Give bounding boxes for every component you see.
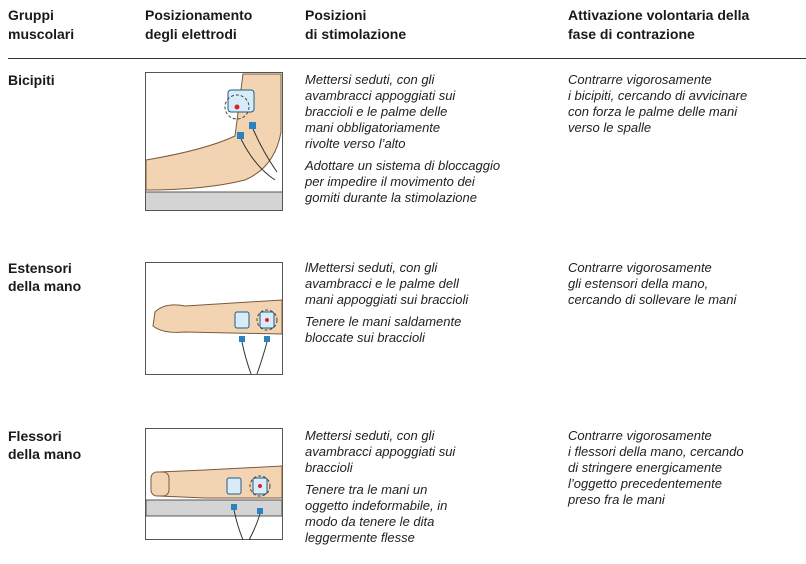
flexors-illustration <box>145 428 283 540</box>
activation-line: con forza le palme delle mani <box>568 104 738 119</box>
position-line: bloccate sui braccioli <box>305 330 425 345</box>
header-line: Posizionamento <box>145 7 253 23</box>
activation-line: Contrarre vigorosamente <box>568 72 712 87</box>
position-paragraph: lMettersi seduti, con gli avambracci e le… <box>305 260 468 308</box>
muscle-group: Bicipiti <box>8 71 55 89</box>
voluntary-activation: Contrarre vigorosamente i flessori della … <box>568 428 744 508</box>
position-line: gomiti durante la stimolazione <box>305 190 477 205</box>
header-line: fase di contrazione <box>568 26 695 42</box>
activation-line: preso fra le mani <box>568 492 665 507</box>
stimulation-positions: Mettersi seduti, con gli avambracci appog… <box>305 72 500 212</box>
biceps-illustration <box>145 72 283 211</box>
activation-line: gli estensori della mano, <box>568 276 709 291</box>
activation-line: cercando di sollevare le mani <box>568 292 737 307</box>
header-line: muscolari <box>8 26 75 42</box>
header-line: Gruppi <box>8 7 54 23</box>
position-line: per impedire il movimento dei <box>305 174 475 189</box>
activation-line: Contrarre vigorosamente <box>568 428 712 443</box>
header-line: di stimolazione <box>305 26 407 42</box>
position-line: modo da tenere le dita <box>305 514 435 529</box>
stimulation-positions: Mettersi seduti, con gli avambracci appog… <box>305 428 455 552</box>
header-cell: Gruppi muscolari <box>8 6 74 44</box>
header-line: Posizioni <box>305 7 367 23</box>
position-line: braccioli <box>305 460 353 475</box>
position-line: avambracci appoggiati sui <box>305 444 456 459</box>
position-line: avambracci appoggiati sui <box>305 88 456 103</box>
position-line: rivolte verso l’alto <box>305 136 406 151</box>
group-line: della mano <box>8 278 82 294</box>
group-line: Flessori <box>8 428 62 444</box>
muscle-group: Flessori della mano <box>8 427 81 463</box>
position-line: oggetto indeformabile, in <box>305 498 448 513</box>
position-line: Mettersi seduti, con gli <box>305 72 435 87</box>
position-paragraph: Adottare un sistema di bloccaggio per imp… <box>305 158 500 206</box>
position-line: avambracci e le palme dell <box>305 276 459 291</box>
position-paragraph: Mettersi seduti, con gli avambracci appog… <box>305 428 455 476</box>
position-line: Adottare un sistema di bloccaggio <box>305 158 501 173</box>
header-rule <box>8 58 806 59</box>
position-line: leggermente flesse <box>305 530 415 545</box>
position-paragraph: Tenere le mani saldamente bloccate sui br… <box>305 314 468 346</box>
position-line: braccioli e le palme delle <box>305 104 448 119</box>
activation-line: di stringere energicamente <box>568 460 722 475</box>
activation-line: i flessori della mano, cercando <box>568 444 744 459</box>
position-line: mani appoggiati sui braccioli <box>305 292 469 307</box>
activation-line: l’oggetto precedentemente <box>568 476 722 491</box>
position-line: Mettersi seduti, con gli <box>305 428 435 443</box>
voluntary-activation: Contrarre vigorosamente gli estensori del… <box>568 260 736 308</box>
group-line: Bicipiti <box>8 72 55 88</box>
activation-line: verso le spalle <box>568 120 652 135</box>
group-line: della mano <box>8 446 82 462</box>
header-line: degli elettrodi <box>145 26 237 42</box>
position-line: mani obbligatoriamente <box>305 120 441 135</box>
stimulation-positions: lMettersi seduti, con gli avambracci e le… <box>305 260 468 352</box>
position-paragraph: Mettersi seduti, con gli avambracci appog… <box>305 72 500 152</box>
header-cell: Posizioni di stimolazione <box>305 6 406 44</box>
header-cell: Attivazione volontaria della fase di cont… <box>568 6 749 44</box>
header-line: Attivazione volontaria della <box>568 7 750 23</box>
group-line: Estensori <box>8 260 72 276</box>
extensors-illustration <box>145 262 283 375</box>
header-cell: Posizionamento degli elettrodi <box>145 6 252 44</box>
activation-line: Contrarre vigorosamente <box>568 260 712 275</box>
muscle-group: Estensori della mano <box>8 259 81 295</box>
activation-line: i bicipiti, cercando di avvicinare <box>568 88 748 103</box>
position-line: Tenere tra le mani un <box>305 482 428 497</box>
voluntary-activation: Contrarre vigorosamente i bicipiti, cerca… <box>568 72 747 136</box>
position-paragraph: Tenere tra le mani un oggetto indeformabi… <box>305 482 455 546</box>
position-line: lMettersi seduti, con gli <box>305 260 438 275</box>
position-line: Tenere le mani saldamente <box>305 314 462 329</box>
